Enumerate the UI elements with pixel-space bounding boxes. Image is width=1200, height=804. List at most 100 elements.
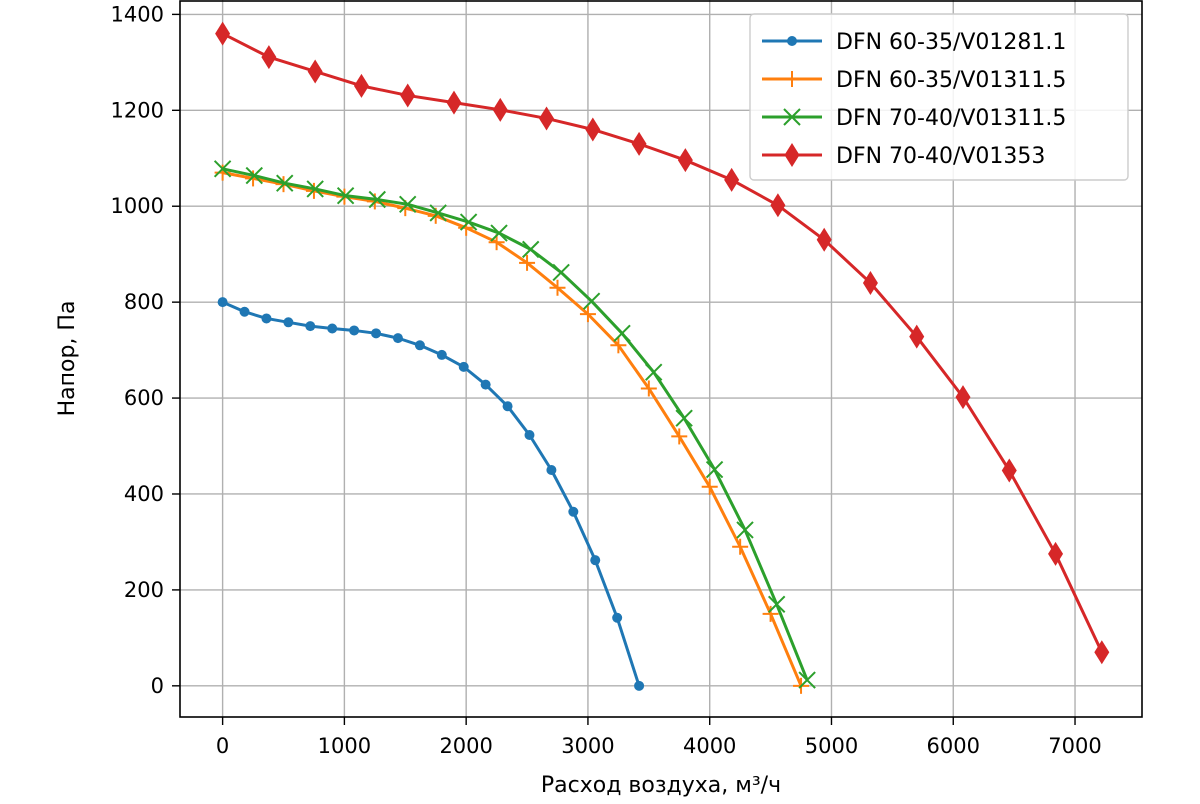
data-point — [612, 612, 623, 623]
data-point — [429, 204, 447, 222]
series-3 — [213, 160, 816, 689]
data-point — [675, 409, 693, 427]
data-point — [400, 83, 416, 108]
y-tick-label: 800 — [124, 290, 164, 314]
data-point — [816, 227, 832, 252]
data-point — [1048, 541, 1064, 566]
data-point — [306, 180, 324, 198]
data-point — [521, 240, 540, 259]
data-point — [701, 478, 718, 495]
data-point — [392, 333, 403, 344]
data-point — [213, 160, 232, 178]
data-point — [349, 325, 360, 336]
legend-label: DFN 70-40/V01311.5 — [836, 106, 1066, 131]
data-point — [371, 328, 382, 339]
data-point — [261, 45, 277, 70]
data-point — [459, 213, 478, 231]
series-line — [222, 167, 809, 681]
data-point — [245, 166, 263, 185]
series-1 — [217, 297, 645, 691]
x-axis-label: Расход воздуха, м³/ч — [541, 773, 781, 798]
y-tick-label: 1000 — [111, 194, 164, 218]
data-point — [582, 292, 601, 310]
data-point — [590, 555, 601, 566]
data-point — [436, 349, 447, 360]
y-tick-label: 200 — [124, 578, 164, 602]
data-point — [490, 224, 508, 242]
data-point — [585, 117, 601, 142]
data-point — [732, 538, 749, 555]
data-point — [640, 380, 657, 397]
ticks: 0 1000 2000 3000 4000 5000 6000 7000 0 200 400 600 8… — [111, 2, 1102, 758]
data-point — [644, 363, 663, 381]
y-tick-label: 1200 — [111, 98, 164, 122]
data-point — [524, 429, 535, 440]
data-point — [480, 379, 491, 390]
plot-frame — [179, 0, 1143, 718]
legend-marker — [787, 36, 797, 46]
data-point — [705, 460, 724, 479]
y-tick-label: 600 — [124, 386, 164, 410]
data-point — [549, 279, 566, 296]
data-point — [579, 306, 596, 323]
data-point — [634, 680, 645, 691]
legend: DFN 60-35/V01281.1 DFN 60-35/V01311.5 DFN … — [749, 13, 1129, 181]
legend-item: DFN 70-40/V01311.5 — [762, 106, 1066, 131]
series-line — [221, 32, 1104, 653]
data-point — [283, 317, 294, 328]
data-point — [217, 297, 228, 308]
data-point — [546, 465, 557, 476]
x-tick-label: 5000 — [805, 734, 858, 758]
data-point — [677, 148, 693, 173]
data-point — [568, 506, 579, 517]
data-point — [458, 361, 469, 372]
data-point — [276, 174, 294, 192]
data-point — [955, 385, 971, 410]
data-point — [239, 306, 250, 317]
data-point — [909, 324, 925, 349]
data-point — [671, 428, 688, 445]
data-point — [215, 21, 231, 46]
data-point — [305, 321, 316, 332]
data-point — [399, 195, 417, 214]
data-point — [214, 164, 231, 181]
data-point — [1094, 640, 1110, 665]
series-2 — [214, 164, 810, 694]
legend-marker — [784, 71, 800, 87]
data-point — [519, 254, 536, 271]
x-tick-label: 6000 — [927, 734, 980, 758]
legend-item: DFN 60-35/V01281.1 — [762, 30, 1066, 55]
data-point — [336, 186, 355, 205]
data-point — [552, 263, 570, 282]
data-point — [327, 323, 338, 334]
data-point — [762, 605, 779, 622]
data-point — [736, 521, 754, 539]
legend-marker — [784, 143, 800, 167]
data-point — [798, 671, 816, 689]
data-point — [446, 90, 462, 115]
data-point — [862, 270, 878, 295]
y-axis-label: Напор, Па — [55, 301, 80, 417]
data-point — [770, 193, 786, 218]
data-point — [539, 106, 555, 131]
data-point — [724, 167, 740, 192]
data-point — [492, 97, 508, 122]
x-tick-label: 3000 — [561, 734, 614, 758]
y-tick-label: 400 — [124, 482, 164, 506]
data-point — [610, 337, 627, 354]
data-point — [631, 131, 647, 156]
data-point — [368, 190, 386, 209]
data-point — [502, 401, 513, 412]
data-point — [767, 595, 786, 614]
y-tick-label: 1400 — [111, 2, 164, 26]
legend-label: DFN 60-35/V01281.1 — [836, 30, 1066, 55]
x-tick-label: 1000 — [318, 734, 371, 758]
data-point — [353, 73, 369, 98]
series-group — [213, 21, 1110, 694]
x-tick-label: 0 — [216, 734, 229, 758]
y-tick-label: 0 — [151, 674, 164, 698]
legend-label: DFN 60-35/V01311.5 — [836, 68, 1066, 93]
legend-item: DFN 70-40/V01353 — [762, 143, 1045, 169]
